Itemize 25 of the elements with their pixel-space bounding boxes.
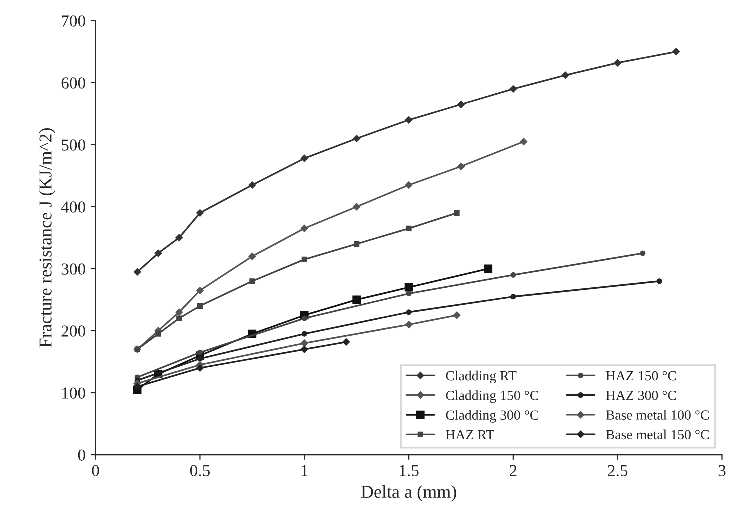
- legend-label: Cladding RT: [446, 370, 517, 384]
- x-tick-label: 1: [302, 465, 308, 476]
- legend-label: Base metal 150 °C: [606, 430, 709, 440]
- y-tick-label: 300: [62, 264, 86, 275]
- x-tick-label: 0: [92, 465, 100, 476]
- x-axis-title: Delta a (mm): [361, 485, 456, 502]
- y-tick-label: 0: [78, 450, 86, 461]
- y-tick-label: 400: [61, 202, 86, 213]
- legend-label: HAZ 150 °C: [606, 371, 676, 381]
- legend-label: HAZ 300 °C: [606, 390, 676, 400]
- legend-label: Base metal 100 °C: [606, 410, 709, 420]
- x-tick-label: 2.5: [608, 465, 628, 477]
- y-tick-label: 600: [62, 78, 86, 89]
- y-tick-label: 200: [62, 326, 86, 337]
- y-tick-label: 100: [62, 388, 86, 399]
- legend-label: Cladding 300 °C: [446, 410, 538, 423]
- y-axis-title: Fracture resistance J (KJ/m^2): [39, 128, 56, 348]
- x-tick-label: 2: [510, 465, 517, 476]
- x-tick-label: 1.5: [400, 465, 419, 477]
- y-tick-label: 500: [62, 140, 86, 151]
- legend-label: Cladding 150 °C: [446, 390, 538, 404]
- x-tick-label: 3: [718, 465, 726, 476]
- legend-label: HAZ RT: [446, 430, 494, 440]
- x-tick-label: 0.5: [190, 465, 210, 477]
- y-tick-label: 700: [62, 16, 86, 27]
